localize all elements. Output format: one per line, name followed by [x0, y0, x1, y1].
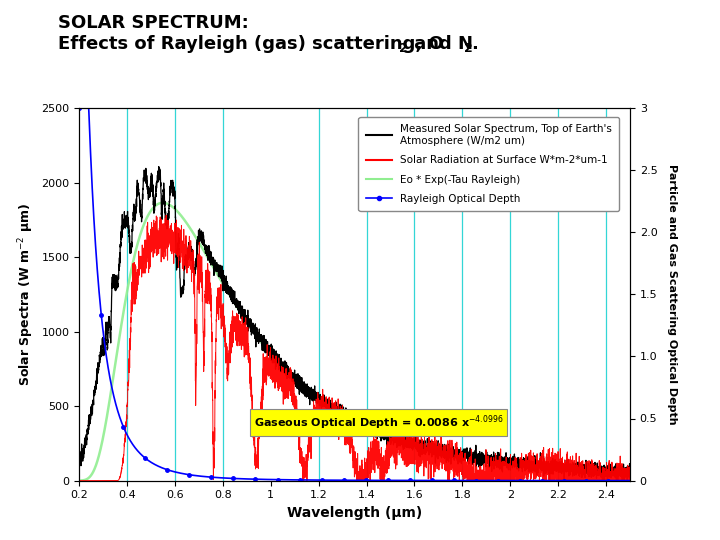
Text: Gaseous Optical Depth = 0.0086 x$^{-4.0996}$: Gaseous Optical Depth = 0.0086 x$^{-4.09… — [254, 413, 503, 432]
Text: 2: 2 — [399, 42, 408, 55]
Text: 2: 2 — [464, 42, 472, 55]
Text: Effects of Rayleigh (gas) scattering, O: Effects of Rayleigh (gas) scattering, O — [58, 35, 444, 53]
Y-axis label: Particle and Gas Scattering Optical Depth: Particle and Gas Scattering Optical Dept… — [667, 164, 677, 424]
Text: .: . — [471, 35, 478, 53]
Legend: Measured Solar Spectrum, Top of Earth's
Atmosphere (W/m2 um), Solar Radiation at: Measured Solar Spectrum, Top of Earth's … — [359, 117, 619, 211]
X-axis label: Wavelength (μm): Wavelength (μm) — [287, 506, 422, 520]
Text: and N: and N — [408, 35, 473, 53]
Y-axis label: Solar Spectra (W m$^{-2}$ μm): Solar Spectra (W m$^{-2}$ μm) — [16, 202, 36, 386]
Text: SOLAR SPECTRUM:: SOLAR SPECTRUM: — [58, 14, 248, 31]
